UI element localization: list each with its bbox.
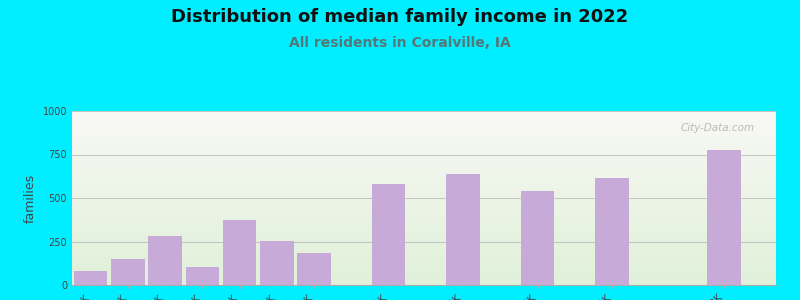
Text: City-Data.com: City-Data.com (681, 123, 755, 133)
Text: All residents in Coralville, IA: All residents in Coralville, IA (289, 36, 511, 50)
Bar (148, 236, 182, 285)
Y-axis label: families: families (24, 173, 37, 223)
Bar (372, 184, 406, 285)
Bar (223, 220, 256, 285)
Bar (521, 191, 554, 285)
Bar (707, 150, 741, 285)
Bar (260, 241, 294, 285)
Bar (595, 178, 629, 285)
Bar (74, 271, 107, 285)
Bar (186, 267, 219, 285)
Bar (111, 259, 145, 285)
Bar (446, 174, 480, 285)
Text: Distribution of median family income in 2022: Distribution of median family income in … (171, 8, 629, 26)
Bar (298, 253, 331, 285)
